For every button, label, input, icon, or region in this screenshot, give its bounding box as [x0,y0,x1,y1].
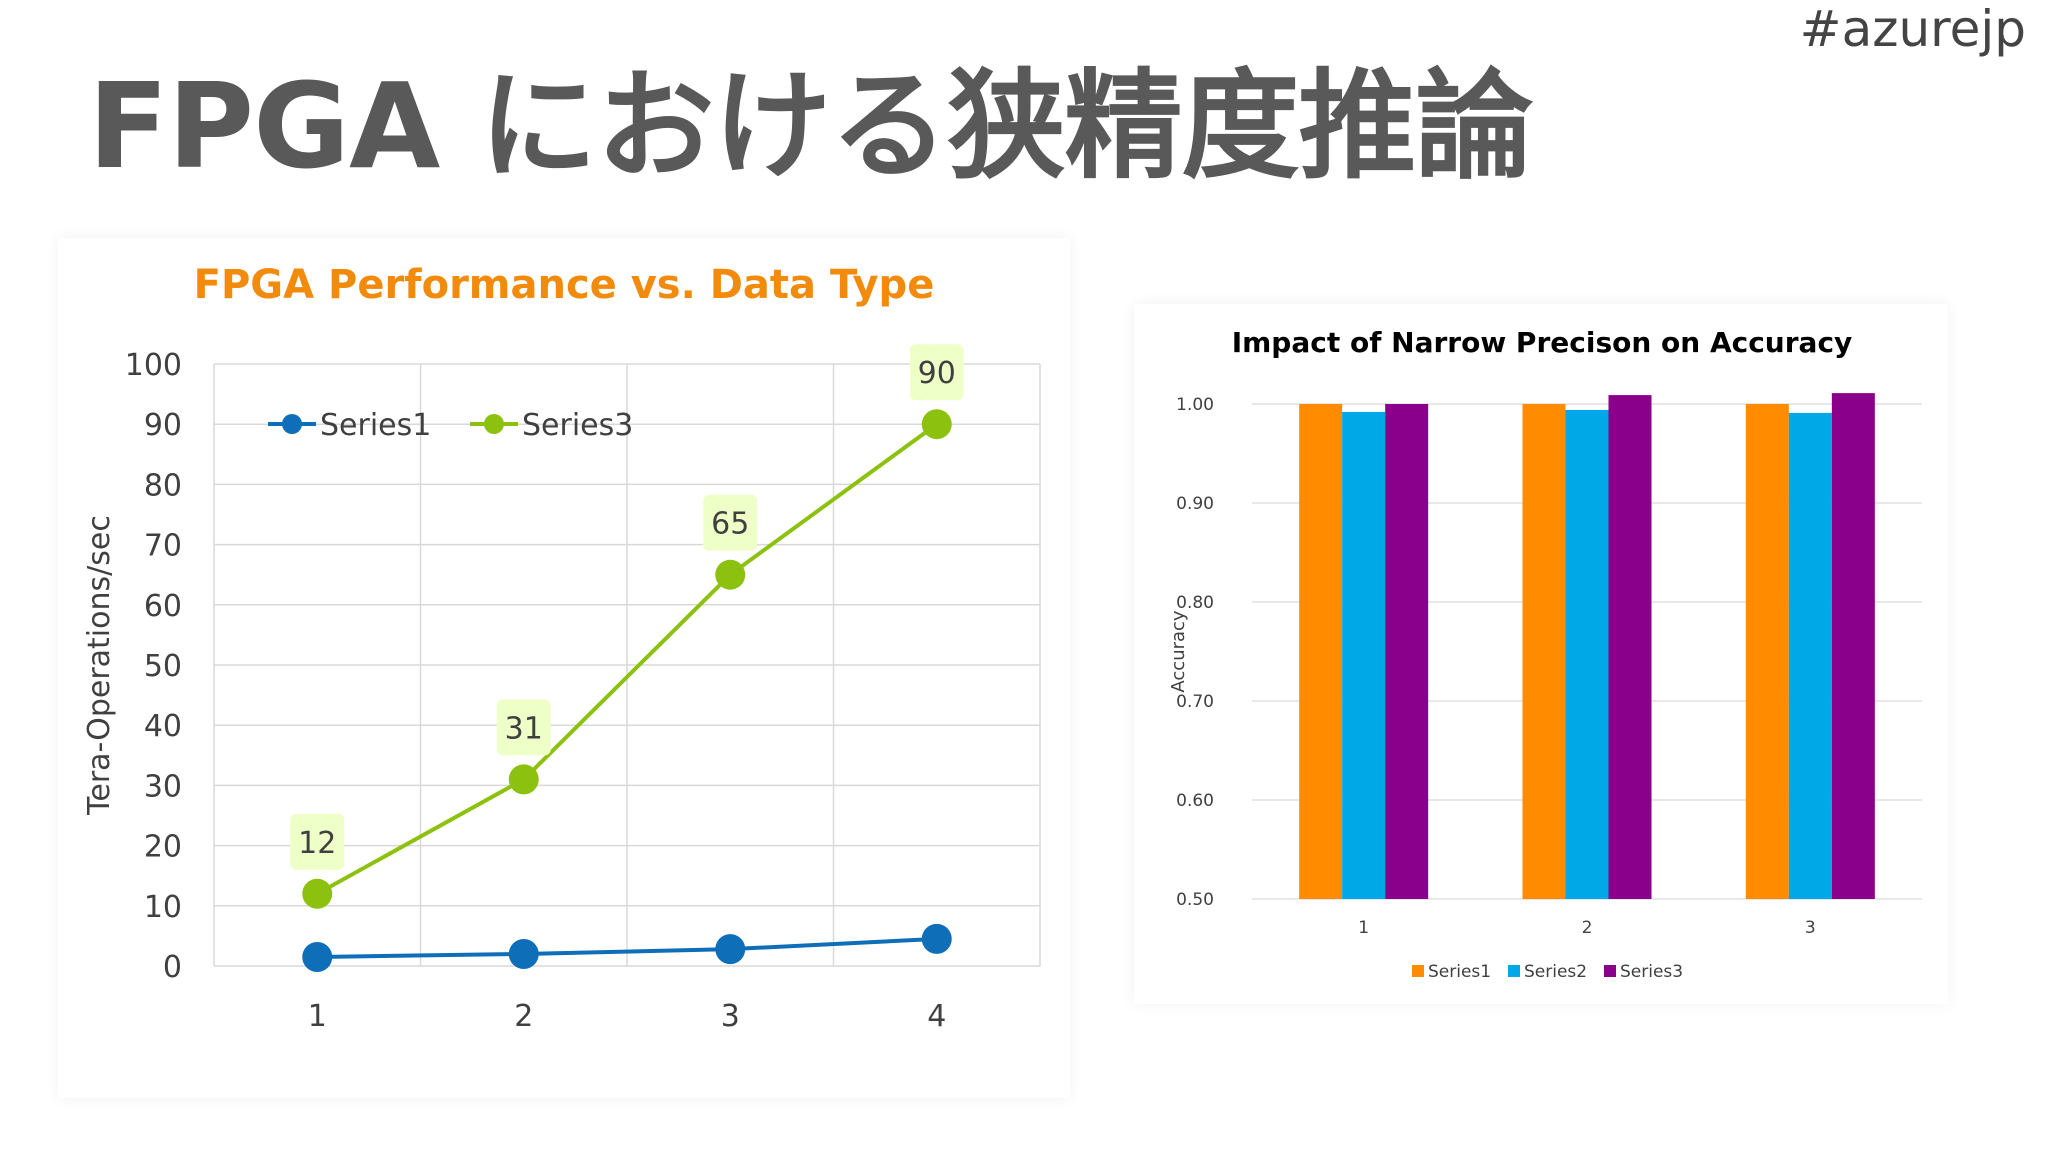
bar [1565,409,1609,899]
data-point [921,923,952,954]
performance-line-chart: FPGA Performance vs. Data Type 0 10 20 30 40 5… [82,262,1041,1034]
y-tick-label: 40 [144,709,182,744]
y-tick-label: 30 [144,769,182,804]
data-point [302,941,333,972]
y-axis-label: Tera-Operations/sec [82,515,117,816]
bar [1385,404,1429,899]
y-tick-label: 0 [163,950,182,985]
legend-label: Series2 [1524,962,1587,982]
legend-label: Series3 [1620,962,1683,982]
bar [1608,395,1652,899]
y-tick-label: 70 [144,529,182,564]
chart-title: FPGA Performance vs. Data Type [194,262,935,308]
data-point [508,938,539,969]
accuracy-bar-chart: Impact of Narrow Precison on Accuracy 0.5… [1168,326,1922,982]
chart-legend: Series1 Series2 Series3 [1412,962,1683,982]
legend-swatch [1508,965,1520,977]
bar [1745,404,1789,899]
y-tick-label: 0.80 [1176,593,1214,613]
legend-swatch [1604,965,1616,977]
x-tick-label: 2 [514,999,533,1034]
x-tick-label: 1 [308,999,327,1034]
y-tick-label: 80 [144,468,182,503]
data-point [921,409,952,440]
data-point [715,934,746,965]
y-tick-label: 0.90 [1176,494,1214,514]
bar [1788,412,1832,899]
legend-label: Series1 [1428,962,1491,982]
y-tick-label: 0.50 [1176,890,1214,910]
legend-marker [484,414,504,434]
data-label: 31 [496,699,551,756]
y-tick-label: 0.60 [1176,791,1214,811]
legend-label: Series3 [522,408,633,443]
data-point [302,878,333,909]
data-point [508,764,539,795]
data-label: 90 [909,344,964,401]
data-label-text: 31 [505,711,543,746]
y-axis-label: Accuracy [1168,610,1189,693]
legend-swatch [1412,965,1424,977]
bar [1342,411,1386,899]
y-tick-label: 90 [144,408,182,443]
performance-chart-panel: FPGA Performance vs. Data Type 0 10 20 30 40 5… [58,238,1070,1098]
slide-title: FPGA における狭精度推論 [88,57,1533,195]
y-tick-label: 100 [125,348,182,383]
data-label-box [703,494,758,551]
y-tick-label: 20 [144,830,182,865]
x-tick-label: 1 [1358,918,1369,938]
hashtag: #azurejp [1799,0,2026,58]
y-tick-label: 10 [144,890,182,925]
y-tick-label: 0.70 [1176,692,1214,712]
data-label-text: 90 [918,356,956,391]
legend-marker [282,414,302,434]
bar [1299,404,1343,899]
series-line [316,422,938,896]
data-label-box [496,699,551,756]
x-tick-label: 3 [721,999,740,1034]
accuracy-chart-panel: Impact of Narrow Precison on Accuracy 0.5… [1134,304,1948,1004]
x-tick-label: 3 [1805,918,1816,938]
series-line [317,936,937,959]
data-label-box [909,344,964,401]
data-label: 12 [290,813,345,870]
data-label: 65 [703,494,758,551]
chart-legend: Series1 Series3 [268,408,633,443]
x-tick-label: 2 [1582,918,1593,938]
legend-label: Series1 [320,408,431,443]
data-point [715,559,746,590]
chart-title: Impact of Narrow Precison on Accuracy [1232,326,1853,359]
data-label-text: 12 [298,826,336,861]
y-tick-label: 1.00 [1176,395,1214,415]
data-label-text: 65 [711,507,749,542]
x-tick-label: 4 [927,999,946,1034]
bar [1831,393,1875,899]
y-tick-label: 50 [144,649,182,684]
y-tick-label: 60 [144,589,182,624]
data-label-box [290,813,345,870]
bar [1522,404,1566,899]
